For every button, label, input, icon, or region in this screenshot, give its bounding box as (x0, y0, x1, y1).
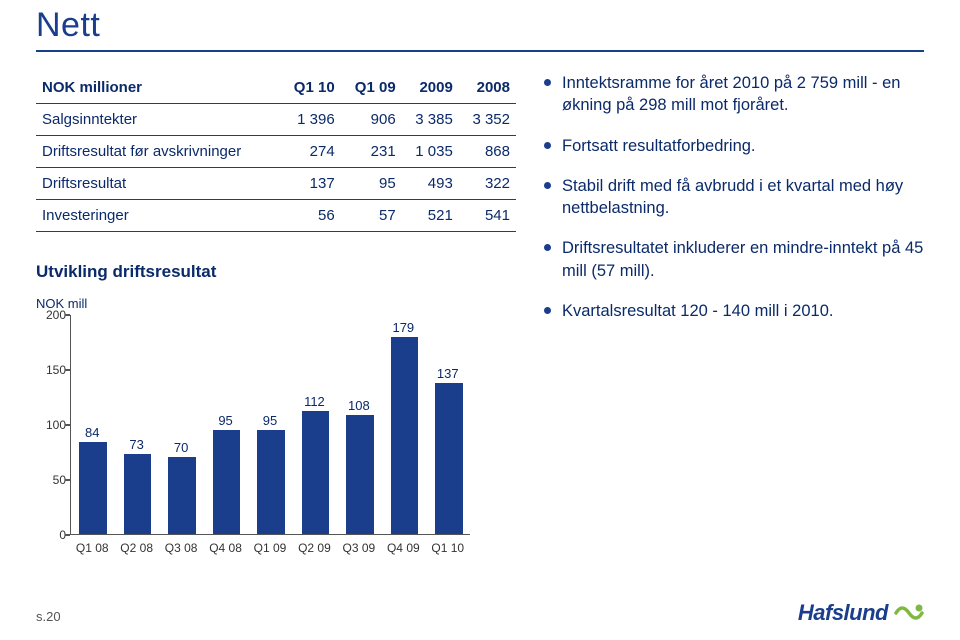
cell-value: 1 396 (280, 104, 341, 136)
chart-bar (435, 383, 463, 534)
table-row: Salgsinntekter1 3969063 3853 352 (36, 104, 516, 136)
y-tick-mark (65, 534, 70, 536)
cell-value: 906 (341, 104, 402, 136)
y-tick-label: 100 (36, 418, 66, 432)
x-tick-label: Q1 09 (254, 541, 287, 555)
right-column: Inntektsramme for året 2010 på 2 759 mil… (544, 72, 924, 575)
x-tick-label: Q3 08 (165, 541, 198, 555)
cell-value: 274 (280, 136, 341, 168)
y-tick-mark (65, 369, 70, 371)
chart-unit: NOK mill (36, 296, 516, 311)
row-label: Salgsinntekter (36, 104, 280, 136)
bar-value-label: 84 (72, 425, 112, 440)
bullet-item: Stabil drift med få avbrudd i et kvartal… (544, 175, 924, 220)
bullet-item: Inntektsramme for året 2010 på 2 759 mil… (544, 72, 924, 117)
table-row: Driftsresultat13795493322 (36, 168, 516, 200)
cell-value: 1 035 (402, 136, 459, 168)
cell-value: 56 (280, 200, 341, 232)
y-tick-label: 50 (36, 473, 66, 487)
bar-value-label: 95 (250, 413, 290, 428)
cell-value: 57 (341, 200, 402, 232)
chart-title: Utvikling driftsresultat (36, 262, 516, 282)
bullet-list: Inntektsramme for året 2010 på 2 759 mil… (544, 72, 924, 322)
x-tick-label: Q1 08 (76, 541, 109, 555)
col-header: NOK millioner (36, 72, 280, 104)
bar-value-label: 179 (383, 320, 423, 335)
y-tick-mark (65, 314, 70, 316)
chart-bar (79, 442, 107, 534)
logo-text: Hafslund (798, 600, 888, 626)
cell-value: 521 (402, 200, 459, 232)
chart-bar (168, 457, 196, 534)
col-header: Q1 09 (341, 72, 402, 104)
table-body: Salgsinntekter1 3969063 3853 352Driftsre… (36, 104, 516, 232)
y-tick-label: 150 (36, 363, 66, 377)
left-column: NOK millioner Q1 10 Q1 09 2009 2008 Salg… (36, 72, 516, 575)
table-row: Driftsresultat før avskrivninger2742311 … (36, 136, 516, 168)
bar-value-label: 112 (294, 394, 334, 409)
logo-mark-icon (894, 600, 924, 626)
cell-value: 322 (459, 168, 516, 200)
bar-value-label: 73 (117, 437, 157, 452)
x-tick-label: Q3 09 (343, 541, 376, 555)
bar-value-label: 137 (428, 366, 468, 381)
bar-value-label: 95 (206, 413, 246, 428)
chart-bar (257, 430, 285, 535)
bullet-item: Fortsatt resultatforbedring. (544, 135, 924, 157)
cell-value: 95 (341, 168, 402, 200)
cell-value: 541 (459, 200, 516, 232)
bullet-item: Driftsresultatet inkluderer en mindre-in… (544, 237, 924, 282)
col-header: 2008 (459, 72, 516, 104)
table-row: Investeringer5657521541 (36, 200, 516, 232)
cell-value: 3 385 (402, 104, 459, 136)
bar-value-label: 70 (161, 440, 201, 455)
chart-bar (124, 454, 152, 534)
col-header: Q1 10 (280, 72, 341, 104)
bar-value-label: 108 (339, 398, 379, 413)
chart-bar (302, 411, 330, 534)
title-underline (36, 50, 924, 52)
y-tick-label: 0 (36, 528, 66, 542)
table-header-row: NOK millioner Q1 10 Q1 09 2009 2008 (36, 72, 516, 104)
bullet-item: Kvartalsresultat 120 - 140 mill i 2010. (544, 300, 924, 322)
financial-table: NOK millioner Q1 10 Q1 09 2009 2008 Salg… (36, 72, 516, 232)
x-tick-label: Q4 09 (387, 541, 420, 555)
x-tick-label: Q1 10 (431, 541, 464, 555)
y-tick-mark (65, 424, 70, 426)
row-label: Driftsresultat (36, 168, 280, 200)
row-label: Driftsresultat før avskrivninger (36, 136, 280, 168)
cell-value: 3 352 (459, 104, 516, 136)
x-tick-label: Q2 08 (120, 541, 153, 555)
content-area: NOK millioner Q1 10 Q1 09 2009 2008 Salg… (36, 72, 924, 575)
x-tick-label: Q2 09 (298, 541, 331, 555)
cell-value: 231 (341, 136, 402, 168)
bar-chart: 05010015020084Q1 0873Q2 0870Q3 0895Q4 08… (36, 315, 476, 575)
page-title: Nett (36, 6, 100, 45)
chart-bar (213, 430, 241, 535)
y-tick-mark (65, 479, 70, 481)
row-label: Investeringer (36, 200, 280, 232)
page-number: s.20 (36, 609, 61, 624)
col-header: 2009 (402, 72, 459, 104)
cell-value: 493 (402, 168, 459, 200)
chart-bar (391, 337, 419, 534)
y-tick-label: 200 (36, 308, 66, 322)
chart-bar (346, 415, 374, 534)
brand-logo: Hafslund (798, 600, 924, 626)
x-tick-label: Q4 08 (209, 541, 242, 555)
cell-value: 868 (459, 136, 516, 168)
cell-value: 137 (280, 168, 341, 200)
